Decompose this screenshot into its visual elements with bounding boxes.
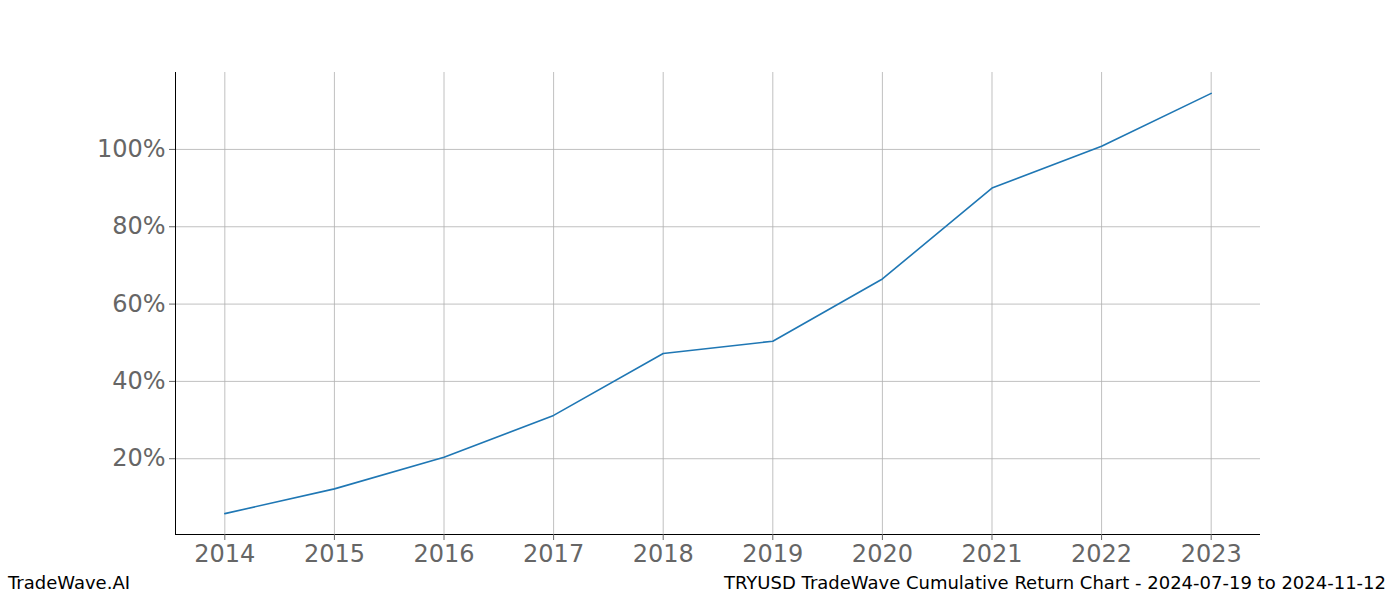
svg-text:20%: 20%	[112, 444, 165, 472]
svg-text:40%: 40%	[112, 367, 165, 395]
svg-text:60%: 60%	[112, 290, 165, 318]
svg-text:2022: 2022	[1071, 540, 1132, 568]
svg-text:2020: 2020	[852, 540, 913, 568]
svg-text:2015: 2015	[304, 540, 365, 568]
svg-text:2019: 2019	[742, 540, 803, 568]
svg-text:2016: 2016	[413, 540, 474, 568]
html-text:TRYUSD TradeWave Cumulative Re: TRYUSD TradeWave Cumulative Return Chart…	[724, 572, 1386, 593]
svg-text:2023: 2023	[1181, 540, 1242, 568]
svg-text:2021: 2021	[961, 540, 1022, 568]
html-text:TradeWave.AI: TradeWave.AI	[8, 572, 130, 593]
svg-text:80%: 80%	[112, 212, 165, 240]
svg-text:2014: 2014	[194, 540, 255, 568]
svg-text:2017: 2017	[523, 540, 584, 568]
svg-text:100%: 100%	[97, 135, 166, 163]
svg-text:2018: 2018	[633, 540, 694, 568]
